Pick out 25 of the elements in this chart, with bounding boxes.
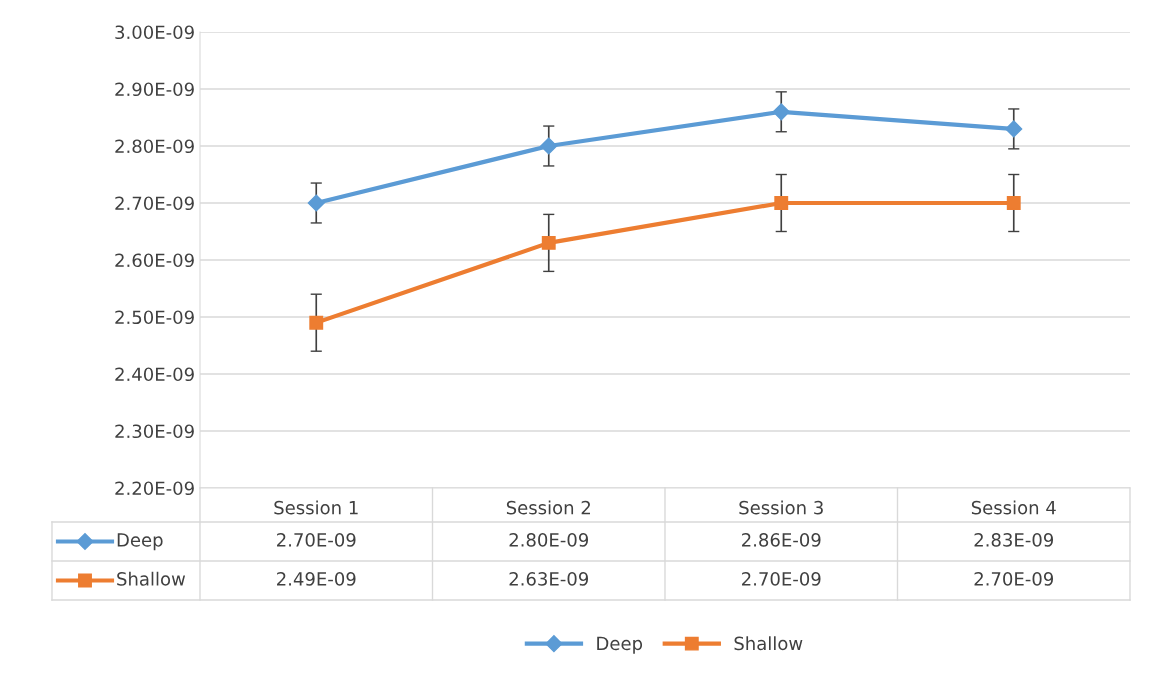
x-tick-label: Session 3 xyxy=(739,500,823,515)
x-tick-label: Session 4 xyxy=(971,500,1056,515)
data-label: 2.70E-09 xyxy=(277,533,356,547)
y-tick-label: 2.70E-09 xyxy=(115,196,194,211)
y-tick-label: 2.60E-09 xyxy=(115,253,194,268)
y-tick-label: 2.40E-09 xyxy=(115,367,194,382)
x-tick-label: Session 1 xyxy=(274,500,358,515)
y-tick-label: 2.20E-09 xyxy=(115,481,194,496)
legend-label: Shallow xyxy=(117,571,186,586)
y-tick-label: 3.00E-09 xyxy=(115,25,194,40)
data-label: 2.49E-09 xyxy=(277,572,356,586)
data-label: 2.80E-09 xyxy=(509,533,589,547)
data-label: 2.70E-09 xyxy=(742,572,821,586)
y-tick-label: 2.80E-09 xyxy=(115,139,194,154)
data-label: 2.70E-09 xyxy=(974,572,1054,586)
text: Deep xyxy=(597,636,643,654)
text: Shallow xyxy=(734,636,803,651)
legend-label: Deep xyxy=(117,533,163,551)
y-tick-label: 2.90E-09 xyxy=(115,82,194,97)
data-label: 2.86E-09 xyxy=(742,533,821,547)
data-label: 2.63E-09 xyxy=(509,572,589,586)
y-tick-label: 2.50E-09 xyxy=(115,310,194,325)
x-tick-label: Session 2 xyxy=(506,500,590,515)
y-tick-label: 2.30E-09 xyxy=(115,424,194,439)
data-label: 2.83E-09 xyxy=(974,533,1054,547)
